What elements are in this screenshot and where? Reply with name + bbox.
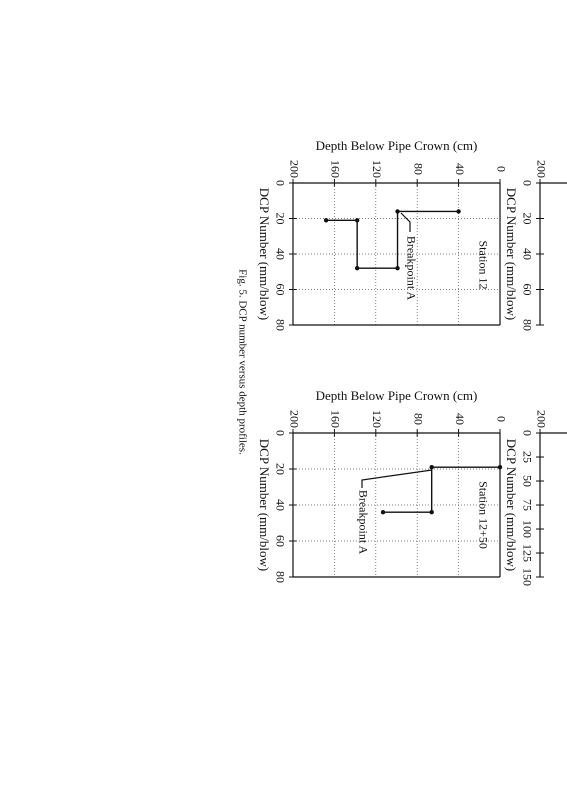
x-tick-label: 150	[520, 568, 534, 586]
chart-title: Station 12+50	[476, 481, 490, 549]
x-tick-label: 0	[520, 430, 534, 436]
annotation: Breakpoint A	[404, 236, 418, 301]
y-tick-label: 200	[534, 410, 548, 428]
data-point	[497, 465, 503, 470]
y-tick-label: 40	[453, 413, 467, 425]
figure-caption: Fig. 5. DCP number versus depth profiles…	[236, 269, 248, 455]
y-tick-label: 160	[329, 160, 343, 178]
data-point	[429, 510, 434, 515]
leader-line	[361, 469, 433, 488]
y-tick-label: 120	[370, 410, 384, 428]
x-tick-label: 80	[273, 571, 287, 583]
x-tick-label: 50	[520, 475, 534, 487]
x-tick-label: 0	[273, 430, 287, 436]
x-tick-label: 40	[520, 248, 534, 260]
x-tick-label: 40	[273, 248, 287, 260]
y-tick-label: 0	[494, 166, 508, 172]
y-tick-label: 160	[329, 410, 343, 428]
x-tick-label: 60	[273, 284, 287, 296]
x-axis-title: DCP Number (mm/blow)	[504, 439, 519, 571]
y-tick-label: 120	[370, 160, 384, 178]
data-point	[380, 510, 386, 515]
x-tick-label: 25	[520, 451, 534, 463]
x-tick-label: 80	[273, 319, 287, 331]
data-point	[395, 266, 400, 271]
x-axis-title: DCP Number (mm/blow)	[504, 188, 519, 320]
y-tick-label: 200	[287, 160, 301, 178]
y-tick-label: 80	[411, 163, 425, 175]
x-tick-label: 0	[273, 180, 287, 186]
x-tick-label: 60	[520, 284, 534, 296]
data-point	[429, 465, 434, 470]
annotation: Breakpoint A	[356, 490, 370, 555]
data-point	[354, 218, 360, 223]
y-tick-label: 200	[287, 410, 301, 428]
x-tick-label: 20	[273, 213, 287, 225]
data-point	[456, 209, 461, 214]
leader-line	[400, 212, 411, 232]
x-tick-label: 20	[273, 463, 287, 475]
x-tick-label: 80	[520, 319, 534, 331]
x-tick-label: 75	[520, 499, 534, 511]
x-axis-title: DCP Number (mm/blow)	[257, 188, 272, 320]
y-axis-title: Depth Below Pipe Crown (cm)	[316, 138, 478, 153]
profile-line	[383, 466, 500, 513]
x-tick-label: 0	[520, 180, 534, 186]
data-point	[323, 218, 329, 223]
x-tick-label: 40	[273, 499, 287, 511]
data-point	[395, 209, 400, 214]
y-tick-label: 40	[453, 163, 467, 175]
y-tick-label: 0	[494, 416, 508, 422]
data-point	[354, 266, 360, 271]
x-tick-label: 60	[273, 535, 287, 547]
y-tick-label: 80	[411, 413, 425, 425]
x-tick-label: 100	[520, 520, 534, 538]
profile-line	[326, 210, 459, 269]
y-axis-title: Depth Below Pipe Crown (cm)	[316, 388, 478, 403]
x-axis-title: DCP Number (mm/blow)	[257, 439, 272, 571]
chart-title: Station 12	[476, 240, 490, 289]
x-tick-label: 125	[520, 544, 534, 562]
x-tick-label: 20	[520, 213, 534, 225]
y-tick-label: 200	[534, 160, 548, 178]
